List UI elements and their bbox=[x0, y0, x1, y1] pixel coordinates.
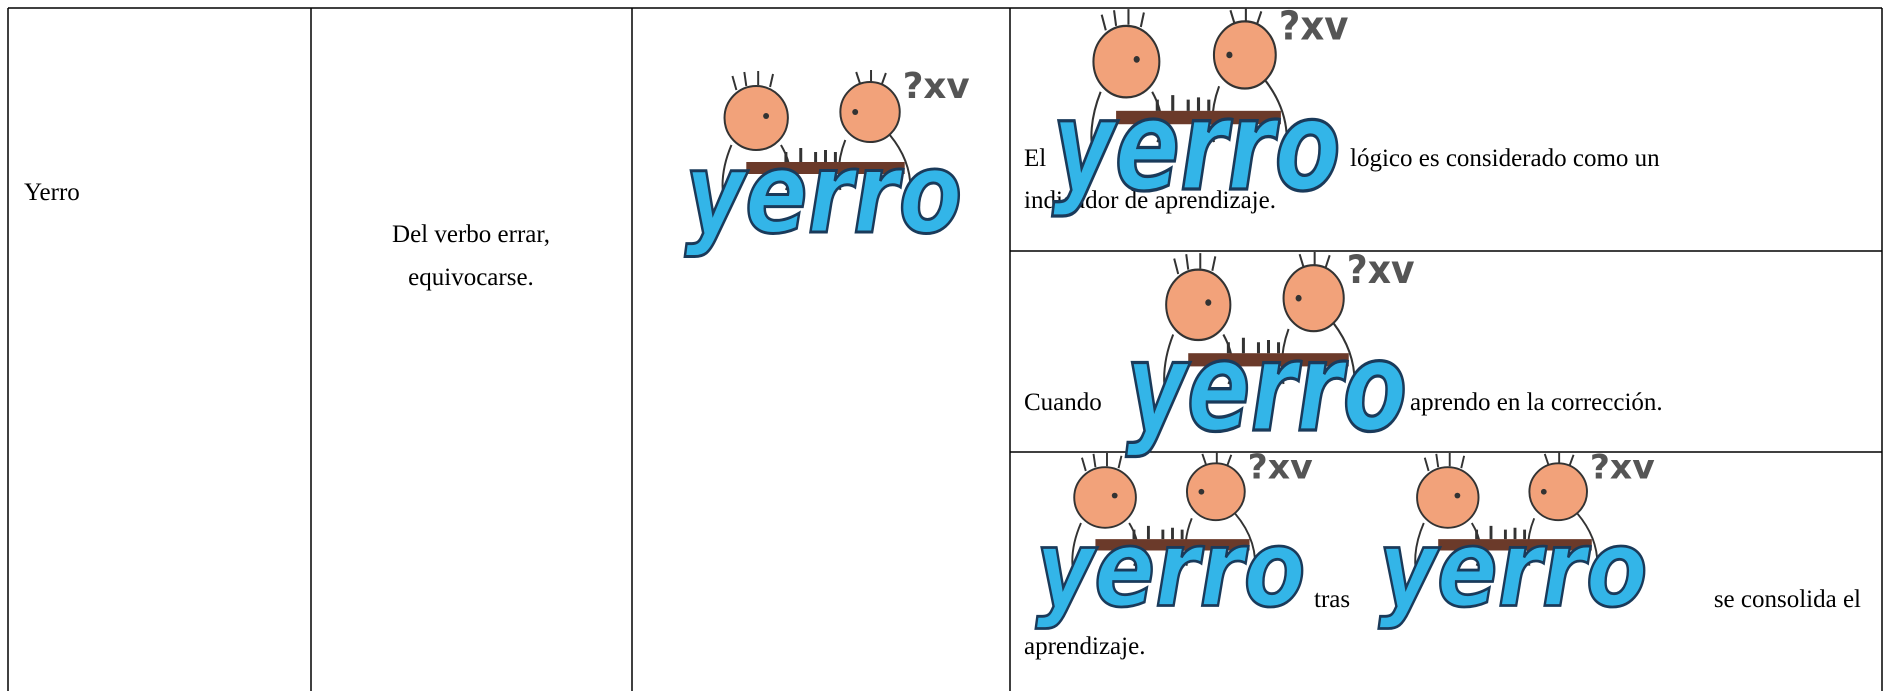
logo-marks: ?xv bbox=[903, 66, 970, 107]
head bbox=[839, 81, 901, 143]
hair bbox=[1081, 452, 1233, 472]
example-text: lógico es considerado como un bbox=[1350, 145, 1660, 172]
hair bbox=[731, 70, 887, 91]
example-text: indicador de aprendizaje. bbox=[1024, 187, 1276, 214]
head bbox=[1528, 462, 1588, 522]
example-text: El bbox=[1024, 145, 1046, 172]
logo-word: yerro bbox=[1052, 74, 1340, 220]
hair bbox=[1100, 8, 1263, 31]
board bbox=[1095, 539, 1250, 551]
logo-marks: ?xv bbox=[1590, 448, 1655, 488]
hair bbox=[1423, 452, 1575, 472]
logo-word: yerro bbox=[1036, 508, 1306, 631]
example-text: aprendizaje. bbox=[1024, 633, 1145, 660]
head bbox=[1282, 264, 1345, 333]
head bbox=[1165, 268, 1232, 342]
table-borders bbox=[7, 7, 1883, 691]
pieces bbox=[1226, 337, 1281, 354]
eye bbox=[852, 109, 859, 115]
logo-marks: ?xv bbox=[1347, 246, 1415, 292]
example-text: aprendo en la corrección. bbox=[1410, 389, 1663, 416]
logo-marks: ?xv bbox=[1279, 3, 1349, 50]
logo-word: yerro bbox=[1379, 508, 1648, 631]
definition: equivocarse. bbox=[408, 264, 534, 291]
eye bbox=[1295, 294, 1302, 302]
example-text: Cuando bbox=[1024, 389, 1102, 416]
head bbox=[1416, 466, 1480, 529]
pieces bbox=[1155, 95, 1211, 111]
eye bbox=[763, 113, 770, 119]
example-text: se consolida el bbox=[1714, 586, 1861, 613]
hair bbox=[1173, 252, 1331, 275]
eye bbox=[1540, 488, 1547, 495]
head bbox=[1185, 462, 1246, 522]
board bbox=[746, 162, 905, 174]
logo-word: yerro bbox=[1126, 316, 1407, 459]
definition: Del verbo errar, bbox=[392, 221, 550, 248]
pieces bbox=[1475, 525, 1527, 540]
board bbox=[1438, 539, 1592, 551]
eye bbox=[1111, 492, 1118, 499]
logo-word: yerro bbox=[685, 129, 962, 259]
yerro-logo: yerro ?xv bbox=[1124, 246, 1415, 461]
head bbox=[1073, 466, 1137, 529]
pieces bbox=[784, 148, 837, 162]
eye bbox=[1133, 56, 1140, 63]
pieces bbox=[1132, 525, 1184, 540]
board bbox=[1116, 110, 1281, 125]
eye bbox=[1198, 488, 1205, 495]
head bbox=[723, 85, 789, 151]
yerro-logo: yerro ?xv bbox=[683, 66, 970, 261]
head bbox=[1092, 24, 1161, 99]
board bbox=[1188, 353, 1349, 367]
yerro-logo: yerro ?xv bbox=[1051, 3, 1349, 221]
eye bbox=[1205, 299, 1212, 306]
yerro-logo: yerro ?xv bbox=[1034, 448, 1313, 633]
yerro-logo: yerro ?xv bbox=[1377, 448, 1655, 633]
example-text: tras bbox=[1314, 586, 1350, 613]
logo-marks: ?xv bbox=[1248, 448, 1313, 488]
eye bbox=[1226, 51, 1233, 59]
eye bbox=[1454, 492, 1461, 499]
term: Yerro bbox=[24, 179, 80, 206]
head bbox=[1212, 20, 1277, 90]
